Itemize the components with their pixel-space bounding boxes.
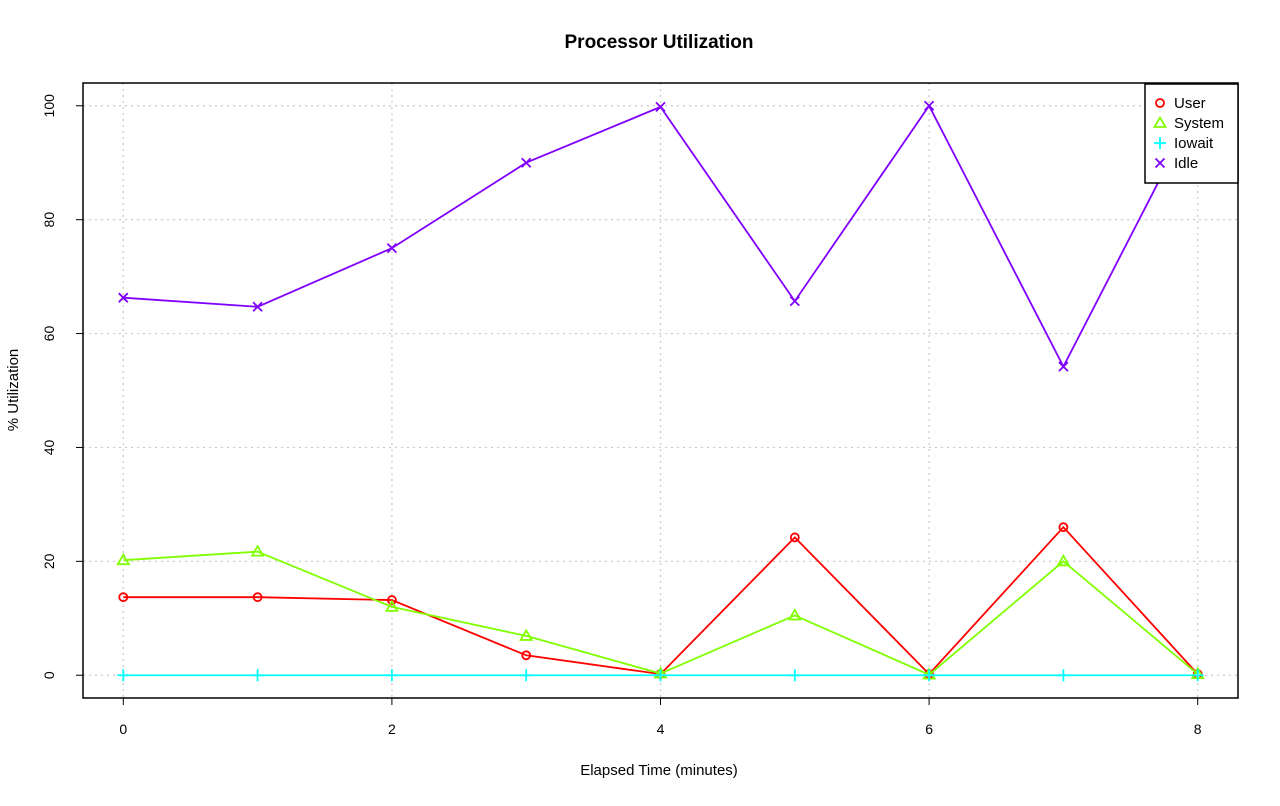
- data-point-iowait: [654, 669, 667, 682]
- legend-marker-user: [1155, 98, 1165, 108]
- data-point-idle: [386, 243, 398, 254]
- legend-label-system: System: [1174, 115, 1224, 132]
- legend-label-user: User: [1174, 95, 1206, 112]
- x-tick-label: 0: [119, 721, 127, 737]
- legend-marker-system: [1152, 115, 1168, 128]
- x-axis-label: Elapsed Time (minutes): [580, 762, 738, 779]
- data-point-iowait: [1191, 669, 1204, 682]
- data-point-system: [1056, 554, 1071, 567]
- series-iowait: [117, 669, 1204, 682]
- data-point-idle: [252, 301, 263, 312]
- data-point-iowait: [520, 669, 533, 682]
- y-tick-label: 40: [41, 439, 57, 455]
- data-point-iowait: [923, 669, 936, 682]
- chart-title: Processor Utilization: [565, 32, 754, 53]
- data-point-iowait: [251, 669, 264, 682]
- x-tick-label: 2: [388, 721, 396, 737]
- legend-label-iowait: Iowait: [1174, 135, 1214, 152]
- data-point-idle: [521, 157, 532, 168]
- data-point-user: [252, 592, 263, 603]
- y-tick-label: 60: [41, 326, 57, 342]
- data-point-iowait: [385, 669, 398, 682]
- legend-label-idle: Idle: [1174, 155, 1198, 172]
- y-tick-label: 100: [41, 94, 57, 118]
- data-point-system: [116, 552, 131, 566]
- x-tick-label: 4: [657, 721, 665, 737]
- y-axis-label: % Utilization: [5, 349, 22, 432]
- data-point-idle: [789, 295, 800, 307]
- data-point-user: [521, 650, 532, 661]
- data-point-user: [386, 595, 397, 605]
- data-point-system: [384, 599, 399, 612]
- legend-box: [1144, 83, 1239, 184]
- data-point-iowait: [1057, 669, 1070, 682]
- y-tick-label: 80: [41, 212, 57, 228]
- data-point-system: [250, 544, 265, 557]
- data-point-iowait: [788, 669, 801, 682]
- series-layer: [116, 100, 1205, 682]
- series-idle: [118, 100, 1203, 372]
- legend-marker-iowait: [1154, 137, 1166, 149]
- y-tick-label: 20: [41, 553, 57, 569]
- data-point-system: [787, 608, 802, 621]
- data-point-idle: [118, 292, 129, 303]
- data-point-idle: [655, 101, 666, 113]
- legend: User System Iowait Idle: [1144, 83, 1239, 184]
- x-tick-label: 8: [1194, 721, 1202, 737]
- data-point-idle: [923, 100, 935, 111]
- data-point-user: [1058, 522, 1069, 533]
- data-point-system: [519, 628, 534, 641]
- x-tick-label: 6: [925, 721, 933, 737]
- data-point-user: [118, 592, 129, 603]
- legend-marker-idle: [1154, 157, 1166, 169]
- y-tick-label: 0: [41, 671, 57, 679]
- grid: [83, 83, 1238, 698]
- data-point-user: [789, 532, 800, 543]
- data-point-idle: [1058, 361, 1069, 372]
- data-point-iowait: [117, 669, 130, 682]
